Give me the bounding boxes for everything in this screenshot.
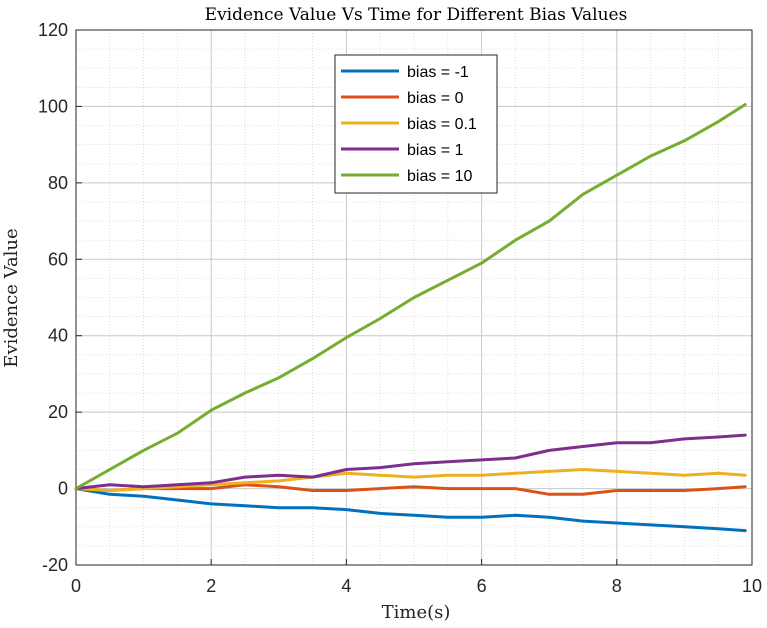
x-tick-label: 2 <box>206 576 216 596</box>
y-tick-label: -20 <box>42 555 68 575</box>
y-tick-label: 60 <box>48 249 68 269</box>
series-line <box>74 487 747 533</box>
series-lines <box>74 103 747 533</box>
legend-label: bias = 1 <box>407 142 464 159</box>
x-axis-ticks: 0 2 4 6 8 10 <box>71 559 762 596</box>
chart-title: Evidence Value Vs Time for Different Bia… <box>205 5 628 25</box>
y-tick-label: 20 <box>48 402 68 422</box>
legend-label: bias = 0 <box>407 90 464 107</box>
x-tick-label: 4 <box>341 576 351 596</box>
plot-frame <box>75 29 753 566</box>
x-tick-label: 10 <box>742 576 762 596</box>
y-axis-ticks: -20 0 20 40 60 80 100 120 <box>38 20 82 575</box>
legend: bias = -1 bias = 0 bias = 0.1 bias = 1 bias … <box>334 54 498 194</box>
y-tick-label: 80 <box>48 173 68 193</box>
x-tick-label: 0 <box>71 576 81 596</box>
series-line <box>74 468 747 492</box>
legend-label: bias = 10 <box>407 168 472 185</box>
y-tick-label: 100 <box>38 96 68 116</box>
legend-label: bias = -1 <box>407 64 469 81</box>
series-line <box>74 483 747 496</box>
x-axis-label: Time(s) <box>382 602 451 623</box>
y-tick-label: 40 <box>48 326 68 346</box>
y-tick-label: 0 <box>58 479 68 499</box>
series-line <box>74 103 747 491</box>
x-tick-label: 8 <box>612 576 622 596</box>
y-axis-label: Evidence Value <box>1 228 22 367</box>
legend-label: bias = 0.1 <box>407 116 477 133</box>
series-line <box>74 433 747 491</box>
y-tick-label: 120 <box>38 20 68 40</box>
x-tick-label: 6 <box>477 576 487 596</box>
